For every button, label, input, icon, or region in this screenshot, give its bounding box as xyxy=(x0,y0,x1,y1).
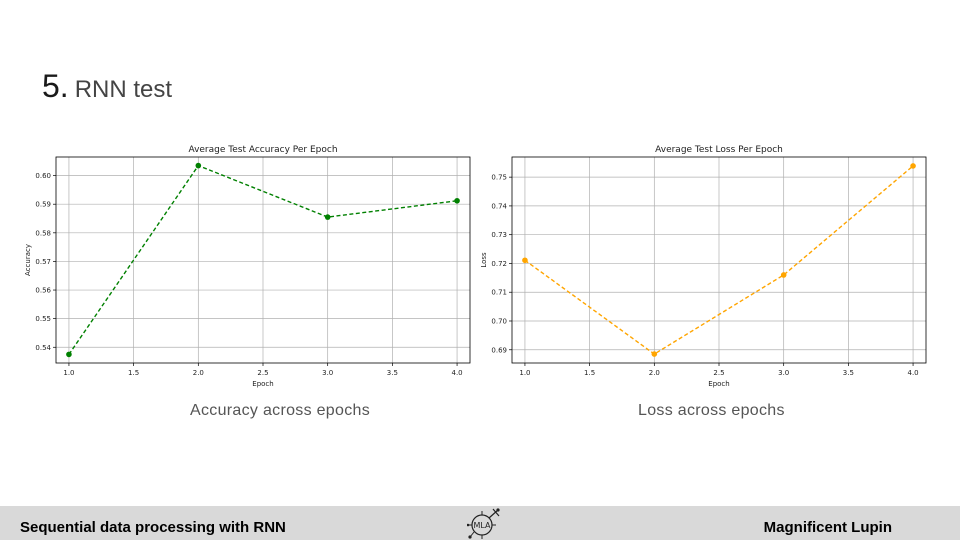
accuracy-data-point xyxy=(66,351,72,358)
accuracy-data-point xyxy=(195,162,202,169)
loss-data-point xyxy=(651,351,658,357)
accuracy-y-tick-label: 0.56 xyxy=(35,287,51,295)
accuracy-y-axis-label: Accuracy xyxy=(24,244,32,276)
accuracy-x-tick-label: 1.0 xyxy=(63,369,74,377)
accuracy-x-tick-label: 2.0 xyxy=(193,369,204,377)
circuit-logo-icon: MLA xyxy=(467,508,500,539)
loss-plot-frame xyxy=(511,156,927,364)
footer-bar: Sequential data processing with RNN MLA … xyxy=(0,506,960,540)
accuracy-y-tick-label: 0.54 xyxy=(35,344,51,352)
accuracy-data-point xyxy=(324,214,331,220)
footer-course-title: Sequential data processing with RNN xyxy=(20,519,286,536)
accuracy-series-line xyxy=(68,164,458,355)
loss-caption: Loss across epochs xyxy=(638,402,785,419)
accuracy-y-tick-label: 0.55 xyxy=(35,315,51,323)
accuracy-x-tick-label: 3.0 xyxy=(322,369,333,377)
accuracy-data-point xyxy=(454,197,460,204)
loss-y-tick-label: 0.71 xyxy=(491,289,507,297)
loss-y-axis-label: Loss xyxy=(480,252,488,268)
footer-team-name: Magnificent Lupin xyxy=(763,519,892,536)
accuracy-x-axis-label: Epoch xyxy=(252,380,273,388)
accuracy-chart: Average Test Accuracy Per Epoch 1.0 1.5 2.0… xyxy=(24,145,471,388)
accuracy-x-tick-label: 1.5 xyxy=(128,369,139,377)
loss-x-tick-label: 1.0 xyxy=(519,369,530,377)
loss-x-tick-label: 1.5 xyxy=(584,369,595,377)
accuracy-x-tick-label: 3.5 xyxy=(387,369,398,377)
accuracy-y-tick-label: 0.58 xyxy=(35,229,51,237)
loss-data-point xyxy=(780,272,787,278)
loss-x-axis-label: Epoch xyxy=(708,380,729,388)
accuracy-y-tick-label: 0.57 xyxy=(35,258,51,266)
loss-y-tick-label: 0.70 xyxy=(491,317,507,325)
loss-x-tick-label: 2.0 xyxy=(649,369,660,377)
loss-x-tick-label: 3.0 xyxy=(778,369,789,377)
accuracy-plot-frame xyxy=(55,156,471,364)
accuracy-x-tick-label: 4.0 xyxy=(451,369,462,377)
accuracy-x-tick-label: 2.5 xyxy=(257,369,268,377)
title-text: RNN test xyxy=(74,76,173,103)
loss-y-tick-label: 0.74 xyxy=(491,202,507,210)
loss-chart-title: Average Test Loss Per Epoch xyxy=(655,145,783,155)
accuracy-chart-title: Average Test Accuracy Per Epoch xyxy=(188,145,337,155)
loss-x-tick-label: 3.5 xyxy=(843,369,854,377)
loss-x-tick-label: 4.0 xyxy=(907,369,918,377)
loss-series-line xyxy=(524,165,914,355)
loss-chart: Average Test Loss Per Epoch 1.0 1.5 2.0 2.5 3… xyxy=(480,145,927,388)
title-number: 5. xyxy=(42,68,69,104)
loss-y-tick-label: 0.72 xyxy=(491,260,507,268)
slide-title: 5. RNN test xyxy=(42,68,172,105)
logo-letters: MLA xyxy=(473,521,491,530)
accuracy-y-tick-label: 0.60 xyxy=(35,172,51,180)
loss-x-tick-label: 2.5 xyxy=(713,369,724,377)
loss-y-tick-label: 0.75 xyxy=(491,174,507,182)
loss-y-tick-label: 0.73 xyxy=(491,231,507,239)
accuracy-y-tick-label: 0.59 xyxy=(35,201,51,209)
loss-y-tick-label: 0.69 xyxy=(491,346,507,354)
loss-data-point xyxy=(522,257,528,264)
accuracy-caption: Accuracy across epochs xyxy=(190,402,371,419)
loss-data-point xyxy=(910,163,916,169)
